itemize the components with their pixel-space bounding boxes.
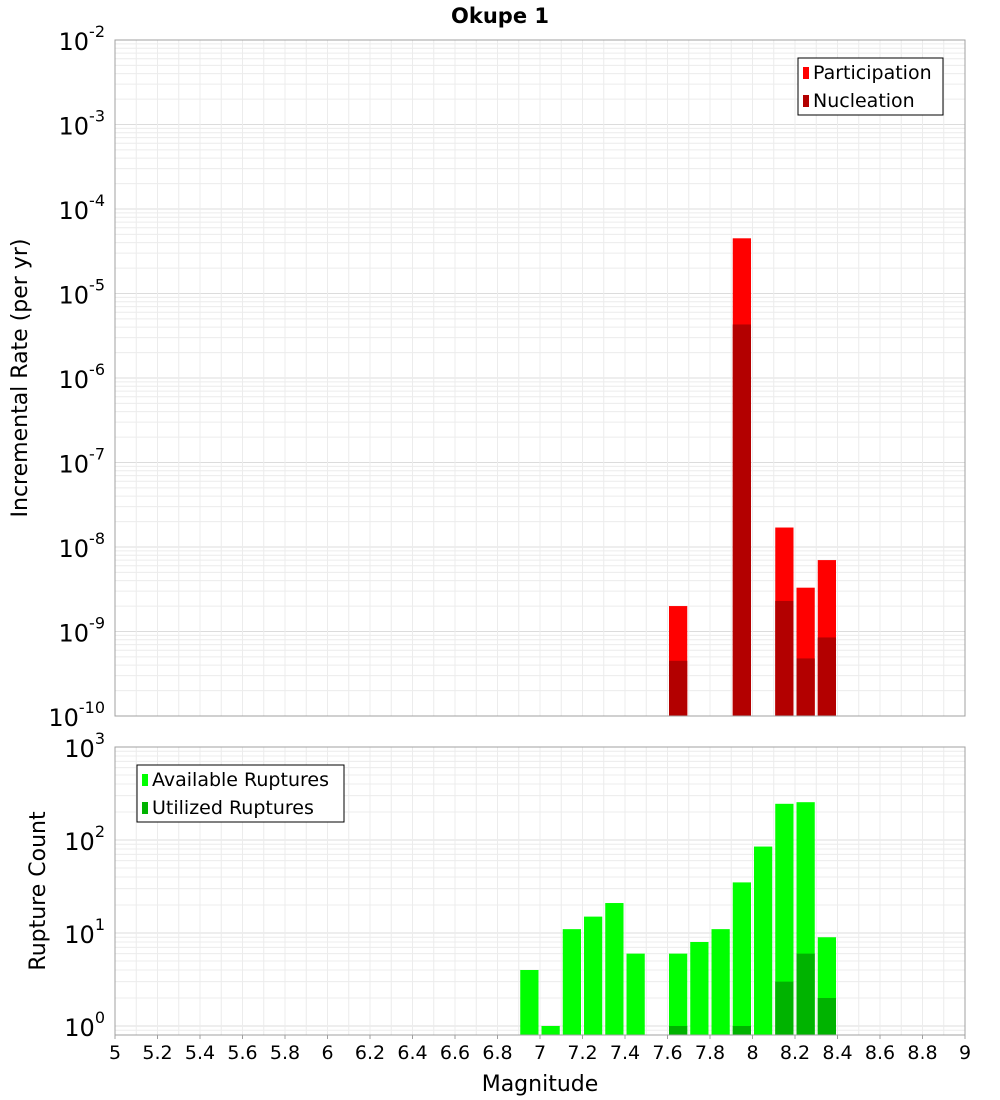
bar [796,953,815,1035]
y-tick-label: 10-2 [59,22,106,56]
y-tick-label: 10-5 [59,276,106,310]
x-tick-label: 8.2 [780,1042,810,1064]
bar [562,929,581,1035]
legend-label: Utilized Ruptures [152,797,314,819]
x-tick-label: 7.8 [695,1042,725,1064]
x-tick-label: 6 [321,1042,333,1064]
x-tick-label: 7.4 [610,1042,640,1064]
legend-label: Nucleation [813,90,915,112]
bar [817,637,836,716]
bottom-y-axis-label: Rupture Count [26,811,51,971]
bar [796,658,815,716]
x-tick-label: 5 [109,1042,121,1064]
legend-label: Available Ruptures [152,769,329,791]
bar [669,1025,688,1035]
legend-swatch [142,774,148,786]
bar [711,929,730,1035]
series-primary [520,802,836,1035]
y-tick-label: 10-3 [59,107,106,141]
x-tick-label: 5.8 [270,1042,300,1064]
x-tick-label: 7.2 [567,1042,597,1064]
bar [754,846,773,1035]
x-tick-label: 5.2 [142,1042,172,1064]
top-plot-panel: 10-10 10-9 10-8 10-7 10-6 10-5 10-4 10-3 10-2 Par… [48,22,966,732]
legend-swatch [803,95,809,107]
legend-label: Participation [813,62,932,84]
chart-title: Okupe 1 [451,4,549,28]
legend-swatch [142,802,148,814]
bar [541,1025,560,1035]
bar [520,969,539,1035]
y-tick-label: 10-9 [59,614,106,648]
plot-frame [114,39,966,717]
x-tick-label: 5.6 [227,1042,257,1064]
x-tick-label: 6.2 [355,1042,385,1064]
bar [605,903,624,1035]
y-tick-label: 10-7 [59,445,106,479]
bar [817,997,836,1035]
x-tick-label: 6.8 [482,1042,512,1064]
x-axis-label: Magnitude [482,1072,599,1097]
legend: Participation Nucleation [797,57,944,116]
top-y-axis-label: Incremental Rate (per yr) [8,239,33,518]
y-tick-label: 102 [64,822,105,856]
x-tick-label: 7.6 [652,1042,682,1064]
bar [775,803,794,1035]
bar [669,953,688,1035]
legend: Available Ruptures Utilized Ruptures [136,764,345,823]
grid-lines [114,39,966,717]
y-tick-label: 10-4 [59,191,106,225]
x-tick-label: 8.6 [865,1042,895,1064]
bar [732,882,751,1035]
x-tick-label: 9 [959,1042,971,1064]
bar [690,942,709,1035]
x-tick-label: 8.8 [907,1042,937,1064]
y-tick-label: 10-10 [48,698,105,732]
bar [584,916,603,1035]
x-tick-label: 6.4 [397,1042,427,1064]
legend-box [797,57,944,116]
x-tick-label: 8.4 [822,1042,852,1064]
bar [732,324,751,716]
series-secondary [669,953,836,1035]
legend-swatch [803,67,809,79]
x-tick-label: 8 [746,1042,758,1064]
x-tick-label: 7 [534,1042,546,1064]
bar [732,1025,751,1035]
legend-box [136,764,345,823]
bar [669,660,688,716]
y-tick-label: 103 [64,729,105,763]
y-tick-label: 10-6 [59,360,106,394]
bar [775,981,794,1035]
y-tick-label: 101 [64,915,105,949]
bar [775,600,794,716]
x-tick-label: 5.4 [185,1042,215,1064]
y-tick-label: 10-8 [59,529,106,563]
y-tick-label: 100 [64,1008,105,1042]
series-secondary [669,324,836,716]
bar [626,953,645,1035]
x-tick-label: 6.6 [440,1042,470,1064]
